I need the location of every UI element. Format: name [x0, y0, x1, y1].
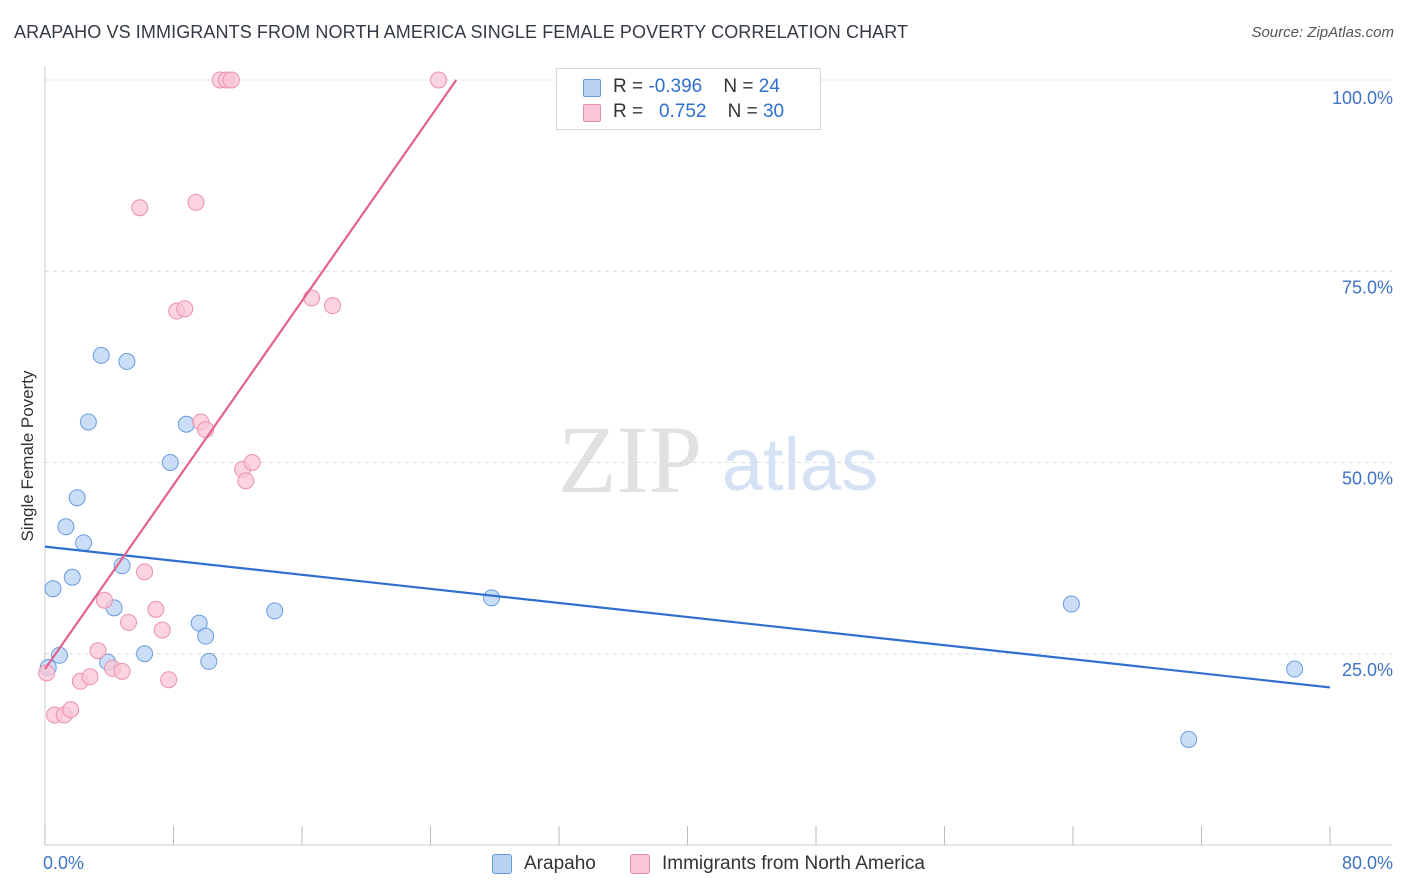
- chart-title: ARAPAHO VS IMMIGRANTS FROM NORTH AMERICA…: [14, 22, 909, 42]
- immigrants-point: [303, 289, 321, 307]
- immigrants-point: [222, 71, 240, 89]
- immigrants-point: [324, 297, 342, 315]
- bottom-legend-swatch-arapaho: [492, 854, 512, 874]
- arapaho-point: [200, 652, 218, 670]
- legend-n-value: 30: [762, 101, 785, 122]
- stats-legend: R = -0.396 N = 24 R = 0.752 N = 30: [556, 68, 821, 130]
- immigrants-point: [243, 454, 261, 471]
- arapaho-point: [177, 415, 195, 433]
- arapaho-point: [44, 580, 62, 598]
- immigrants-point: [136, 563, 154, 581]
- y-tick-label: 75.0%: [1342, 277, 1393, 297]
- immigrants-point: [62, 701, 80, 719]
- legend-n-label: N =: [727, 101, 763, 122]
- source-label: Source: ZipAtlas.com: [1251, 24, 1394, 41]
- arapaho-point: [161, 454, 179, 471]
- arapaho-point: [266, 602, 284, 620]
- tick-labels: 25.0% 50.0% 75.0% 100.0% 0.0% 80.0%: [43, 88, 1393, 873]
- immigrants-point: [187, 193, 205, 211]
- legend-r-label: R =: [613, 101, 649, 122]
- bottom-legend-label-arapaho: Arapaho: [524, 853, 596, 874]
- y-tick-label: 50.0%: [1342, 469, 1393, 489]
- axes: [44, 66, 1392, 846]
- immigrants-point: [147, 600, 165, 618]
- immigrants-point: [120, 613, 138, 631]
- arapaho-point: [1286, 660, 1304, 678]
- watermark: ZIP atlas: [558, 406, 878, 513]
- trend-lines: [44, 79, 1331, 689]
- legend-r-value: 0.752: [658, 101, 707, 122]
- immigrants-point: [81, 668, 99, 686]
- immigrants-point: [89, 642, 107, 660]
- arapaho-point: [63, 568, 81, 586]
- arapaho-point: [1180, 730, 1198, 748]
- immigrants-point: [160, 671, 178, 689]
- legend-swatch-arapaho: [583, 79, 601, 97]
- grid-lines: [45, 79, 1392, 655]
- x-tick-label: 80.0%: [1342, 853, 1393, 873]
- watermark-atlas: atlas: [722, 423, 878, 506]
- bottom-legend-label-immigrants: Immigrants from North America: [662, 853, 925, 874]
- legend-r-label: R =: [613, 76, 649, 97]
- legend-n-label: N =: [723, 76, 759, 97]
- arapaho-point: [92, 346, 110, 364]
- immigrants-point: [95, 591, 113, 609]
- immigrants-point: [237, 472, 255, 490]
- legend-r-value: -0.396: [648, 76, 703, 97]
- arapaho-point: [197, 627, 215, 645]
- legend-n-value: 24: [758, 76, 780, 97]
- arapaho-point: [79, 413, 97, 431]
- arapaho-point: [118, 353, 136, 371]
- arapaho-point: [136, 645, 154, 663]
- arapaho-point: [57, 518, 75, 536]
- watermark-zip: ZIP: [558, 406, 702, 513]
- arapaho-point: [75, 534, 93, 552]
- immigrants-point: [176, 300, 194, 318]
- y-tick-label: 25.0%: [1342, 660, 1393, 680]
- immigrants-trend-line: [44, 79, 458, 670]
- arapaho-point: [483, 589, 501, 607]
- y-tick-label: 100.0%: [1332, 88, 1393, 108]
- x-tick-label: 0.0%: [43, 853, 84, 873]
- immigrants-point: [113, 662, 131, 680]
- arapaho-point: [1062, 595, 1080, 613]
- bottom-legend-swatch-immigrants: [630, 854, 650, 874]
- immigrants-point: [430, 71, 448, 89]
- immigrants-point: [153, 621, 171, 639]
- immigrants-point: [131, 199, 149, 217]
- arapaho-trend-line: [44, 545, 1331, 689]
- data-points: [38, 71, 1304, 748]
- arapaho-point: [68, 489, 86, 507]
- legend-swatch-immigrants: [583, 104, 601, 122]
